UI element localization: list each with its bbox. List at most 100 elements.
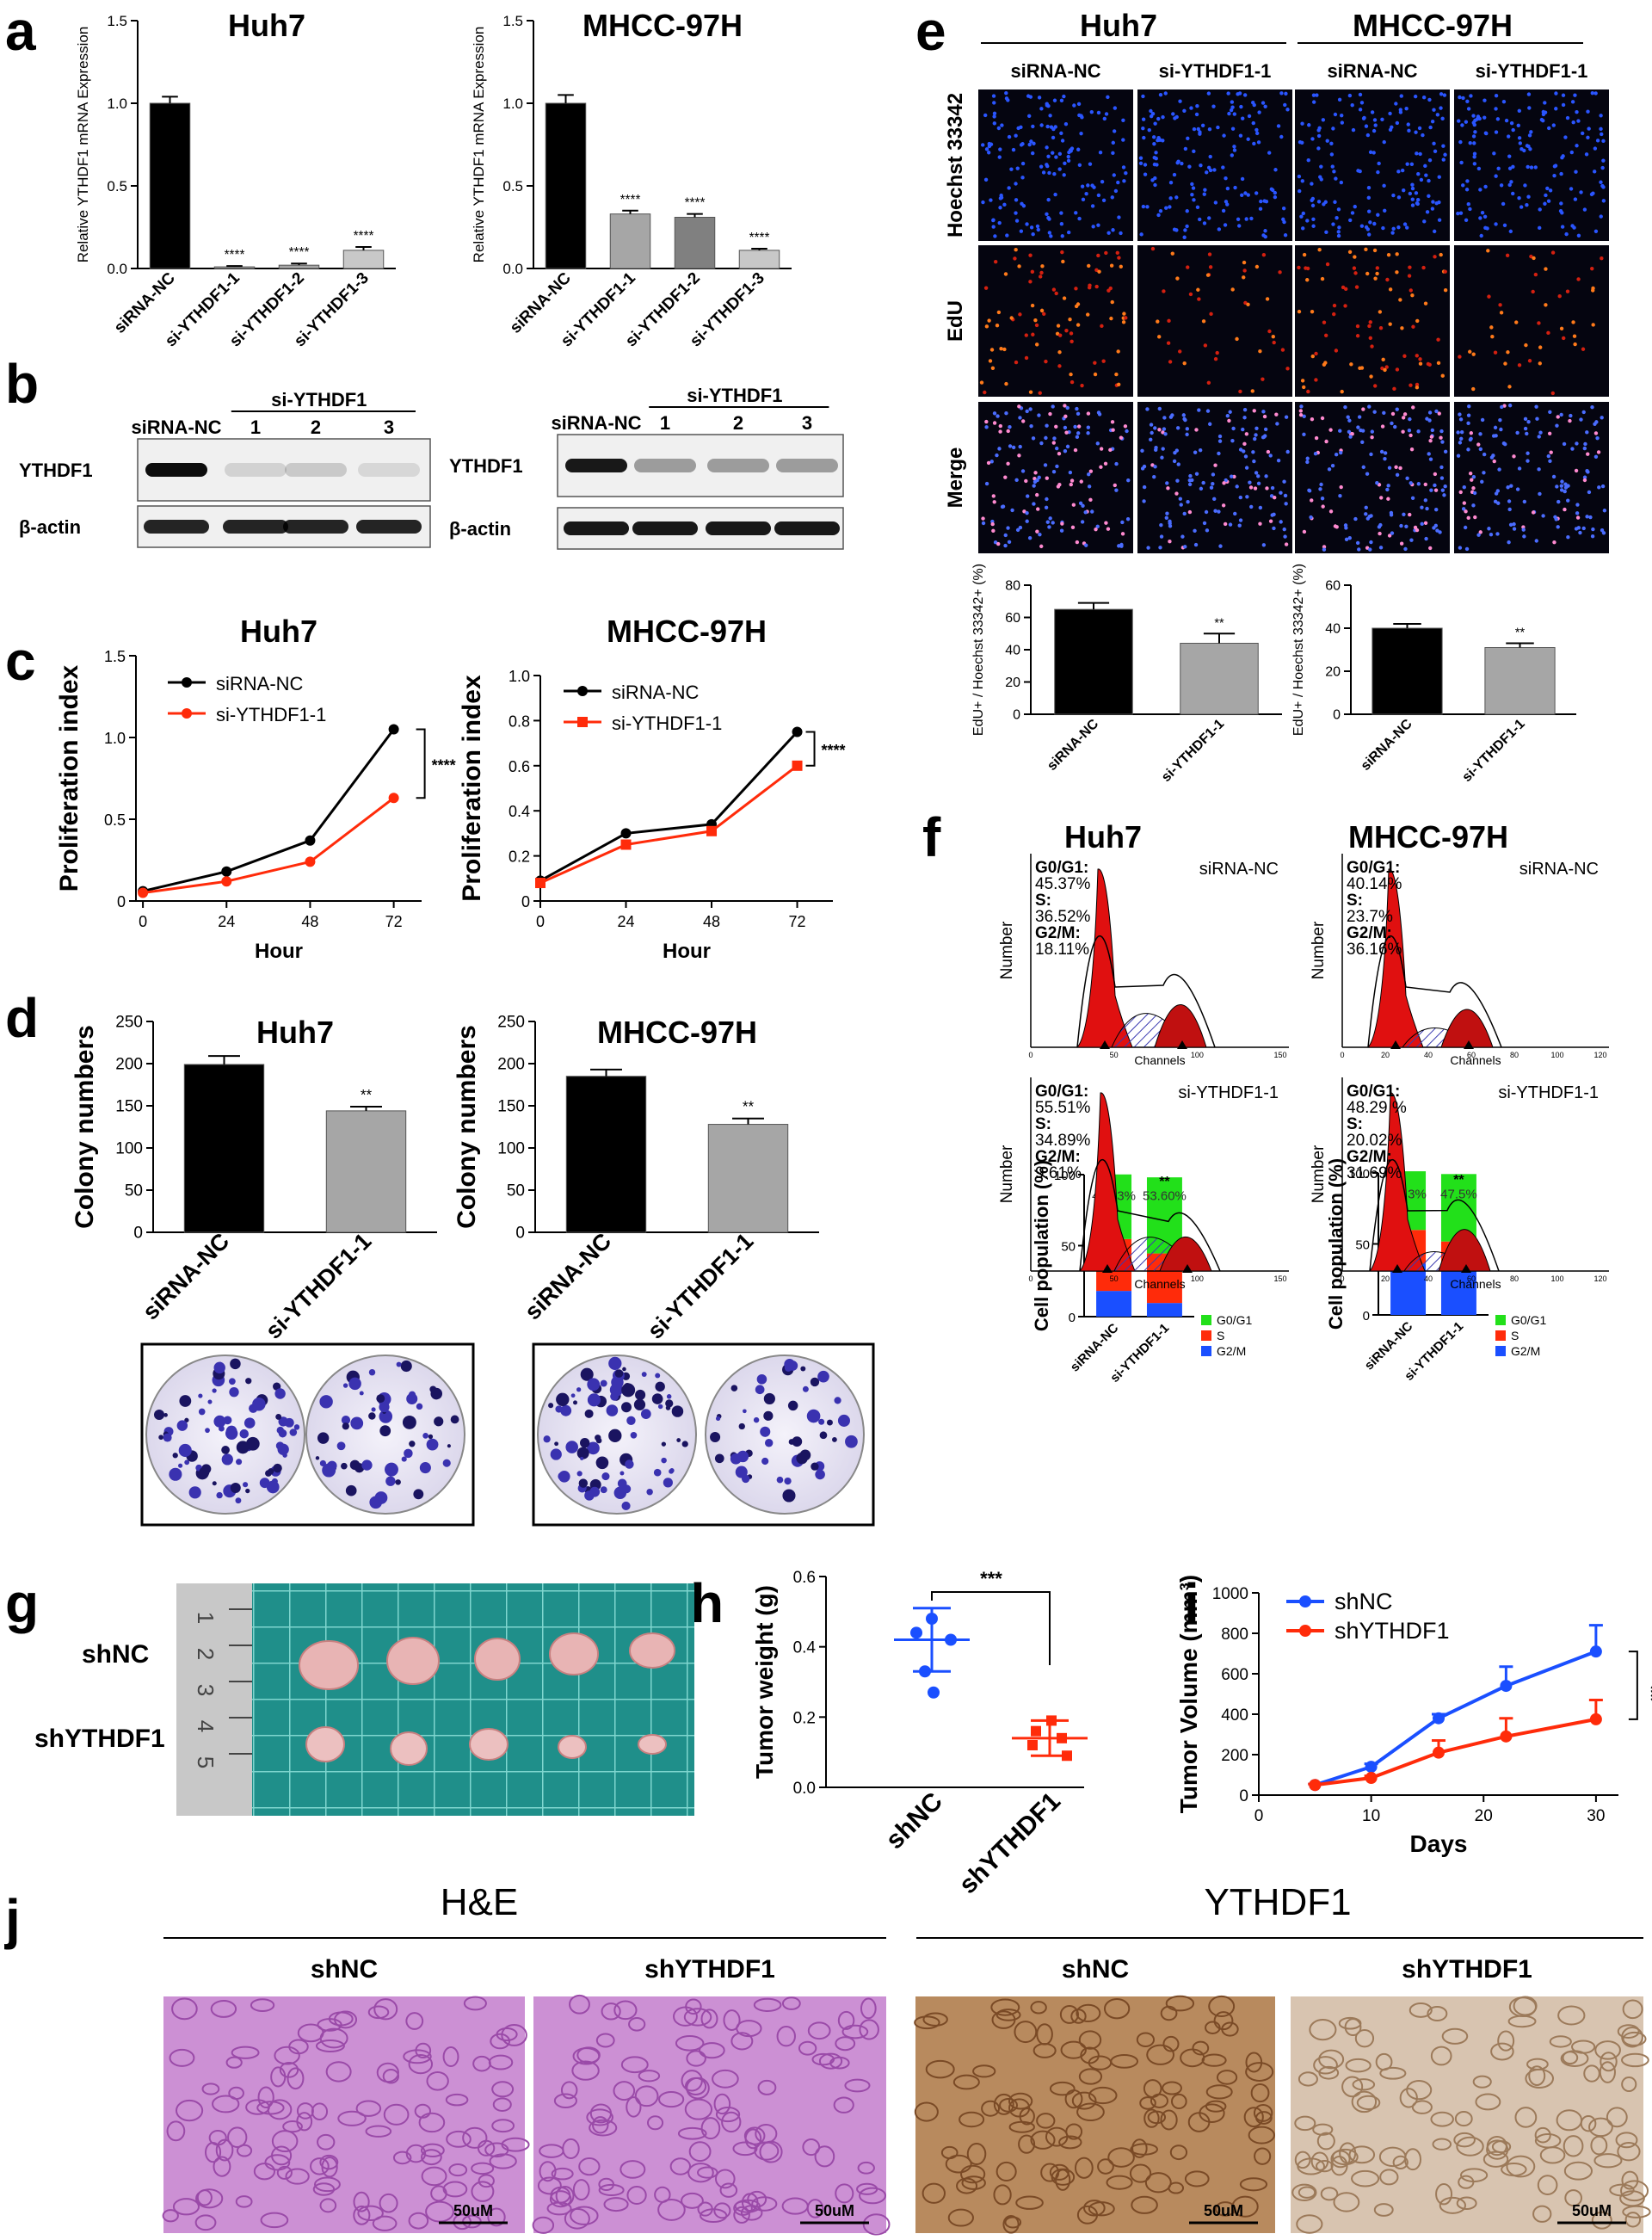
cell-nucleus xyxy=(1343,404,1347,410)
cell-nucleus xyxy=(1439,429,1444,434)
hist-x-tick: 0 xyxy=(1340,1051,1344,1059)
cell-nucleus xyxy=(1183,146,1188,151)
cell-nucleus xyxy=(1011,147,1016,152)
cell-nucleus xyxy=(1037,96,1042,100)
colony xyxy=(221,1453,233,1466)
cell-nucleus xyxy=(1024,478,1028,484)
cell-nucleus xyxy=(1591,288,1595,293)
channel-label: Hoechst 33342 xyxy=(944,93,967,238)
y-tick-label: 200 xyxy=(1221,1747,1248,1765)
cell-outline xyxy=(1169,2144,1188,2161)
y-axis-label: Tumor Volume (mm³) xyxy=(1175,1575,1202,1813)
colony xyxy=(245,1488,250,1494)
colony xyxy=(249,1404,258,1413)
panel-letter-a: a xyxy=(5,0,36,62)
blot-band xyxy=(776,459,838,472)
cell-nucleus xyxy=(1186,136,1190,141)
cell-nucleus xyxy=(1549,450,1553,454)
cell-nucleus xyxy=(1365,472,1370,476)
cell-nucleus xyxy=(1394,465,1398,470)
cell-nucleus xyxy=(1028,280,1032,284)
cell-nucleus xyxy=(1258,521,1262,526)
cell-nucleus xyxy=(1233,185,1237,190)
cell-nucleus xyxy=(1378,546,1384,550)
cell-nucleus xyxy=(1247,114,1252,119)
colony xyxy=(761,1457,769,1466)
cell-nucleus xyxy=(1318,487,1322,491)
cell-nucleus xyxy=(1232,148,1237,152)
x-tick-label: 24 xyxy=(617,913,634,930)
cell-outline xyxy=(414,2103,432,2119)
hist-x-label: Channels xyxy=(1134,1277,1185,1291)
cell-nucleus xyxy=(1476,166,1482,171)
cell-nucleus xyxy=(1534,539,1538,543)
cell-outline xyxy=(418,2112,446,2133)
colony xyxy=(243,1417,256,1429)
culture-plate xyxy=(145,1354,305,1515)
cell-nucleus xyxy=(1174,491,1179,496)
cell-nucleus xyxy=(1076,424,1082,429)
cell-nucleus xyxy=(1223,521,1228,527)
segment-label: 53.60% xyxy=(1143,1189,1187,1204)
y-axis-label: Colony numbers xyxy=(71,1025,99,1229)
data-point xyxy=(388,793,399,804)
colony xyxy=(620,1471,625,1476)
cell-outline xyxy=(408,2212,429,2230)
blot-band xyxy=(356,520,422,534)
data-point xyxy=(792,760,803,771)
cell-nucleus xyxy=(1364,247,1368,252)
cell-outline xyxy=(194,2214,217,2231)
cell-outline xyxy=(1131,2195,1158,2214)
colony xyxy=(784,1477,792,1485)
cell-nucleus xyxy=(1244,217,1248,221)
data-point xyxy=(1589,1645,1602,1658)
cell-nucleus xyxy=(1193,528,1197,534)
micrograph xyxy=(978,89,1133,241)
legend-label: S xyxy=(1217,1329,1224,1342)
scale-label: 50uM xyxy=(1204,2202,1243,2219)
cell-nucleus xyxy=(1523,426,1528,431)
cell-outline xyxy=(1528,2065,1546,2087)
cell-nucleus xyxy=(1141,127,1145,131)
cell-nucleus xyxy=(1242,93,1248,97)
cell-nucleus xyxy=(1203,188,1207,192)
cell-outline xyxy=(1486,2135,1507,2157)
cell-outline xyxy=(1351,2169,1380,2188)
cell-outline xyxy=(1294,2151,1311,2169)
colony xyxy=(371,1407,376,1412)
cell-nucleus xyxy=(1385,277,1390,282)
cell-nucleus xyxy=(1458,546,1463,550)
colony xyxy=(576,1471,583,1477)
cell-outline xyxy=(271,2145,293,2166)
hist-x-tick: 100 xyxy=(1550,1051,1563,1059)
cell-nucleus xyxy=(1418,151,1422,157)
colony xyxy=(278,1429,287,1438)
cell-nucleus xyxy=(1390,231,1395,235)
legend-swatch xyxy=(1201,1346,1211,1356)
cell-nucleus xyxy=(1521,528,1526,532)
cell-nucleus xyxy=(1078,501,1083,506)
cell-nucleus xyxy=(1382,139,1386,145)
cell-nucleus xyxy=(1504,118,1509,123)
cell-nucleus xyxy=(1359,366,1365,370)
cell-nucleus xyxy=(1322,547,1327,552)
data-point xyxy=(1500,1730,1513,1743)
colony xyxy=(315,1456,320,1460)
cell-nucleus xyxy=(1027,142,1032,147)
cell-nucleus xyxy=(1402,188,1406,193)
cell-nucleus xyxy=(1119,264,1123,269)
colony xyxy=(625,1459,634,1469)
cell-nucleus xyxy=(1311,100,1316,104)
cell-nucleus xyxy=(1126,478,1131,483)
cell-nucleus xyxy=(991,218,996,223)
cell-nucleus xyxy=(1570,224,1575,228)
cell-nucleus xyxy=(1039,441,1044,446)
cell-nucleus xyxy=(1151,135,1156,139)
blot-band xyxy=(225,463,287,477)
cell-nucleus xyxy=(1057,151,1063,157)
cell-nucleus xyxy=(1063,161,1067,166)
colony xyxy=(401,1456,407,1462)
cell-nucleus xyxy=(1414,191,1419,195)
legend-swatch xyxy=(1495,1315,1506,1325)
cell-nucleus xyxy=(1339,450,1343,455)
